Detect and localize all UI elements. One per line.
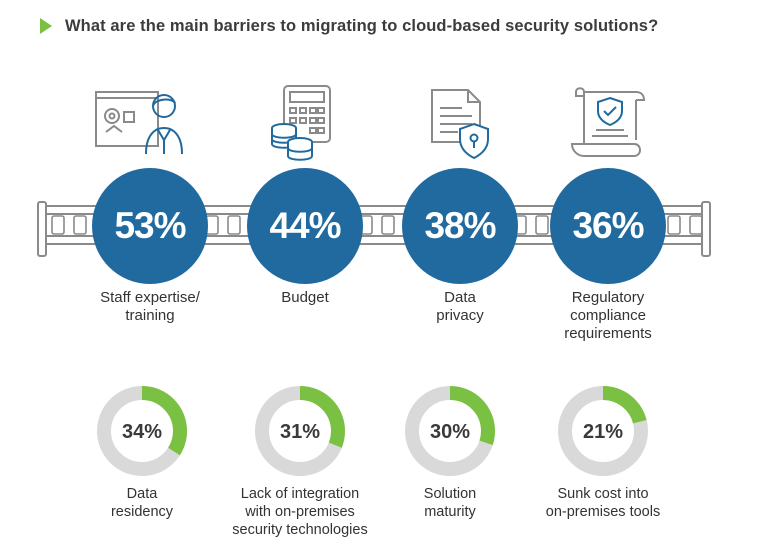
value-label: 44% [269, 205, 341, 246]
value-label: 34% [122, 421, 162, 443]
category-label: Lack of integration with on-premises secur… [232, 486, 368, 538]
calculator-coins-icon [271, 85, 331, 161]
category-label: Budget [281, 289, 329, 306]
value-circle: 53% [92, 168, 208, 284]
trainer-presentation-icon [95, 91, 183, 155]
donut-chart: 34% [97, 386, 187, 476]
value-circle: 44% [247, 168, 363, 284]
document-shield-icon [431, 89, 489, 160]
donut-chart: 30% [405, 386, 495, 476]
category-label: Sunk cost into on-premises tools [545, 486, 661, 520]
category-label: Staff expertise/training [100, 289, 200, 324]
value-label: 38% [424, 205, 496, 246]
donut-chart: 31% [255, 386, 345, 476]
donut-chart: 21% [558, 386, 648, 476]
chart-title: What are the main barriers to migrating … [65, 16, 659, 35]
donut-slice [255, 386, 345, 476]
value-label: 21% [583, 421, 623, 443]
category-label: Data residency [110, 486, 174, 520]
value-circle: 38% [402, 168, 518, 284]
donut-slice [97, 386, 187, 476]
value-label: 53% [114, 205, 186, 246]
value-label: 36% [572, 205, 644, 246]
value-circle: 36% [550, 168, 666, 284]
value-label: 31% [280, 421, 320, 443]
category-label: Data privacy [436, 289, 484, 324]
donut-slice [558, 386, 648, 476]
donut-slice [405, 386, 495, 476]
certificate-shield-icon [570, 87, 646, 157]
category-label: Solution maturity [423, 486, 477, 520]
value-label: 30% [430, 421, 470, 443]
category-label: Regulatory compliance requirements [564, 289, 652, 342]
chart-title-row: What are the main barriers to migrating … [40, 12, 658, 40]
play-arrow-icon [40, 18, 52, 34]
